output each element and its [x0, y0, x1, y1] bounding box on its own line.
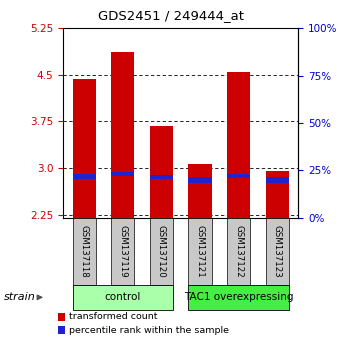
Bar: [189, 164, 211, 218]
Bar: [189, 177, 211, 183]
Bar: [227, 173, 250, 178]
Bar: [150, 175, 173, 179]
Bar: [73, 79, 96, 218]
Text: GSM137120: GSM137120: [157, 225, 166, 278]
Text: GSM137118: GSM137118: [80, 225, 89, 278]
Bar: [111, 172, 134, 176]
Bar: [227, 72, 250, 218]
Bar: [266, 177, 289, 183]
Text: GSM137122: GSM137122: [234, 225, 243, 278]
Text: GSM137121: GSM137121: [195, 225, 205, 278]
Text: strain: strain: [3, 292, 35, 302]
Text: percentile rank within the sample: percentile rank within the sample: [69, 326, 229, 335]
Text: GDS2451 / 249444_at: GDS2451 / 249444_at: [98, 10, 243, 22]
Text: control: control: [105, 292, 141, 302]
Text: transformed count: transformed count: [69, 312, 158, 321]
Text: TAC1 overexpressing: TAC1 overexpressing: [184, 292, 293, 302]
Bar: [150, 126, 173, 218]
Bar: [73, 174, 96, 178]
Text: GSM137119: GSM137119: [118, 225, 128, 278]
Text: GSM137123: GSM137123: [273, 225, 282, 278]
Bar: [266, 171, 289, 218]
Bar: [111, 52, 134, 218]
